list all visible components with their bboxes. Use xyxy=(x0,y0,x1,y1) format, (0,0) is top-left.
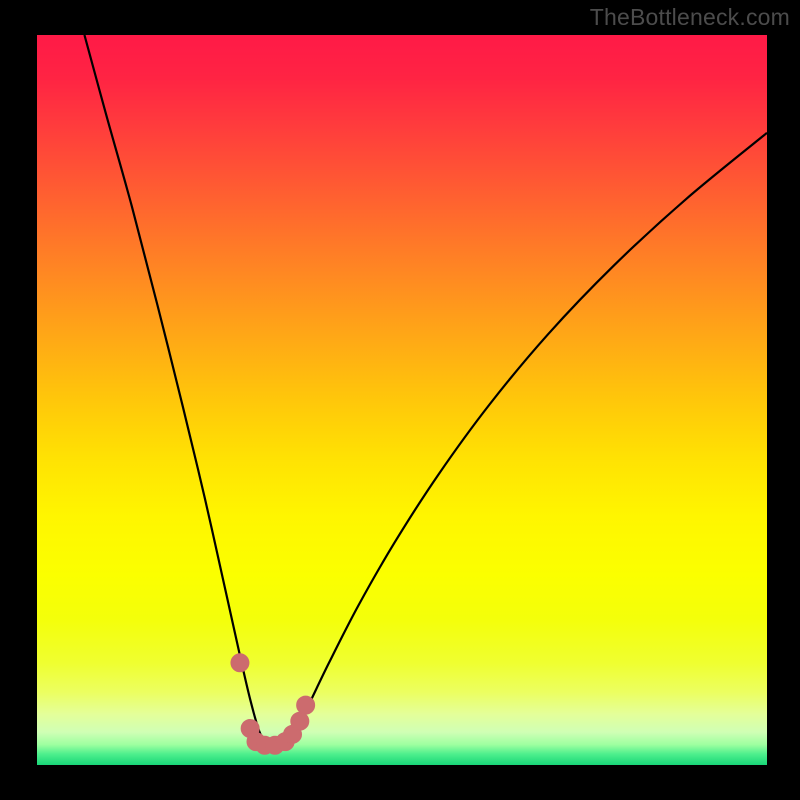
watermark-text: TheBottleneck.com xyxy=(590,4,790,31)
curve-marker xyxy=(231,654,249,672)
curve-marker xyxy=(291,712,309,730)
bottleneck-curve xyxy=(37,35,767,765)
curve-marker xyxy=(297,696,315,714)
curve-markers xyxy=(231,654,315,754)
curve-path xyxy=(84,35,767,748)
plot-area xyxy=(37,35,767,765)
